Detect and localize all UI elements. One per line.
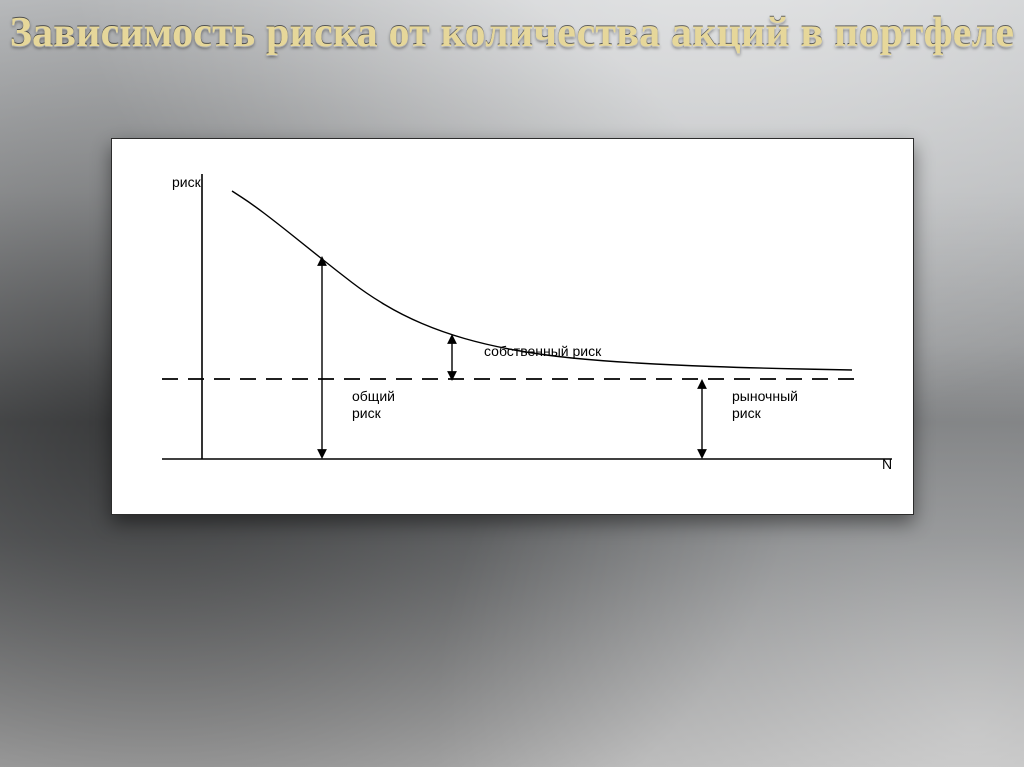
x-axis-label: N [882, 456, 892, 472]
total-risk-label: общийриск [352, 388, 395, 421]
y-axis-label: риск [172, 174, 202, 190]
slide: Зависимость риска от количества акций в … [0, 0, 1024, 767]
market-risk-label: рыночныйриск [732, 388, 798, 421]
risk-diagram: риск N собственный риск общийриск рыночн… [112, 139, 913, 514]
slide-title: Зависимость риска от количества акций в … [0, 8, 1024, 58]
own-risk-label: собственный риск [484, 343, 602, 359]
diagram-box: риск N собственный риск общийриск рыночн… [111, 138, 914, 515]
